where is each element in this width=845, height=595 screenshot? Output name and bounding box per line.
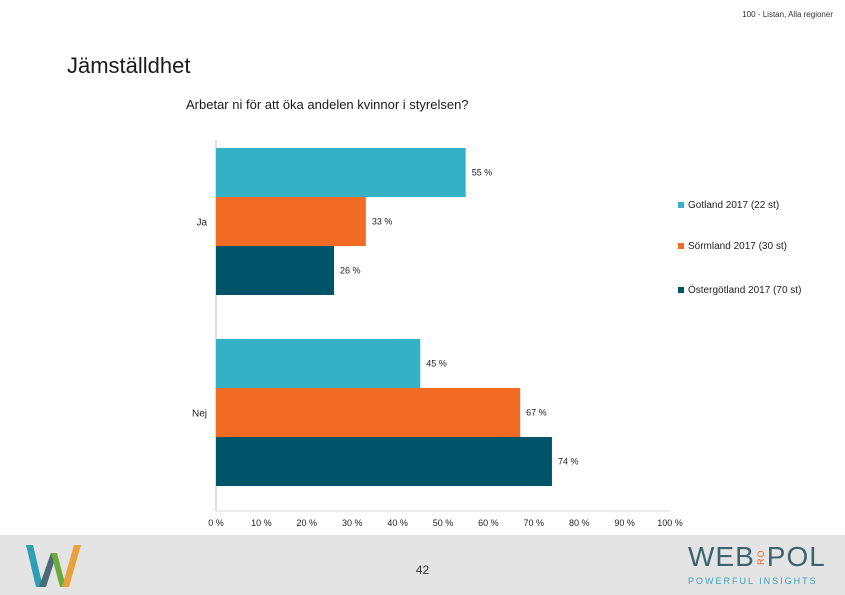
x-tick-label: 40 % bbox=[387, 518, 408, 528]
chart-title: Arbetar ni för att öka andelen kvinnor i… bbox=[186, 97, 469, 112]
x-tick-label: 90 % bbox=[614, 518, 635, 528]
bar-chart: 55 % 33 % 26 % Ja 45 % 67 % 74 % Nej 0 % 10 % 20 %… bbox=[192, 140, 801, 528]
footer-bar bbox=[0, 535, 845, 595]
legend-swatch bbox=[678, 202, 684, 208]
bar-ja-1 bbox=[216, 197, 366, 246]
x-tick-label: 70 % bbox=[524, 518, 545, 528]
x-tick-label: 0 % bbox=[208, 518, 224, 528]
brand-name-ro: RO bbox=[755, 549, 766, 565]
data-label: 45 % bbox=[426, 359, 447, 369]
x-tick-label: 20 % bbox=[297, 518, 318, 528]
page-number: 42 bbox=[415, 563, 430, 577]
category-label: Ja bbox=[196, 218, 207, 229]
x-tick-label: 30 % bbox=[342, 518, 363, 528]
data-label: 74 % bbox=[558, 457, 579, 467]
bar-ja-0 bbox=[216, 148, 466, 197]
legend-label: Östergötland 2017 (70 st) bbox=[688, 284, 801, 296]
x-tick-label: 100 % bbox=[657, 518, 683, 528]
legend-label: Gotland 2017 (22 st) bbox=[688, 200, 779, 211]
legend-swatch bbox=[678, 243, 684, 249]
bar-nej-0 bbox=[216, 339, 421, 388]
x-tick-label: 10 % bbox=[251, 518, 272, 528]
webropol-logo: WEBROPOL POWERFUL INSIGHTS bbox=[688, 542, 828, 586]
w-logo-icon bbox=[26, 545, 81, 587]
legend-swatch bbox=[678, 287, 684, 293]
brand-name-a: WEB bbox=[688, 541, 755, 572]
legend-label: Sörmland 2017 (30 st) bbox=[688, 241, 787, 252]
data-label: 26 % bbox=[340, 266, 361, 276]
x-tick-label: 80 % bbox=[569, 518, 590, 528]
report-subtitle: 100 - Listan, Alla regioner bbox=[742, 10, 833, 19]
x-tick-label: 50 % bbox=[433, 518, 454, 528]
data-label: 33 % bbox=[372, 217, 393, 227]
bar-nej-2 bbox=[216, 437, 552, 486]
bar-ja-2 bbox=[216, 246, 335, 295]
data-label: 55 % bbox=[472, 168, 493, 178]
brand-name-b: POL bbox=[766, 541, 826, 572]
data-label: 67 % bbox=[526, 408, 547, 418]
category-label: Nej bbox=[192, 409, 207, 420]
brand-tagline: POWERFUL INSIGHTS bbox=[688, 575, 818, 586]
brand-name: WEBROPOL bbox=[688, 542, 828, 574]
x-tick-label: 60 % bbox=[478, 518, 499, 528]
page-title: Jämställdhet bbox=[67, 53, 191, 78]
bar-nej-1 bbox=[216, 388, 521, 437]
